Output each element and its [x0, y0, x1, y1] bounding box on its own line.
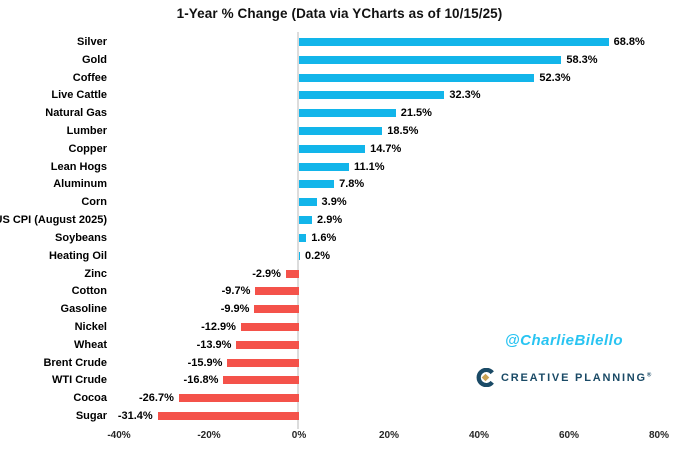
value-label: -9.7% — [221, 285, 251, 298]
bar — [285, 269, 299, 278]
category-label: Copper — [68, 142, 108, 155]
bar — [223, 376, 299, 385]
bar — [157, 412, 299, 420]
category-label: Nickel — [74, 320, 107, 333]
value-label: -15.9% — [187, 356, 223, 369]
bar — [299, 233, 307, 242]
bar — [299, 144, 366, 153]
category-label: Cocoa — [73, 392, 107, 405]
chart-title: 1-Year % Change (Data via YCharts as of … — [176, 6, 503, 21]
creative-planning-logo: CREATIVE PLANNING® — [476, 368, 653, 387]
bar — [299, 73, 535, 82]
category-label: Coffee — [72, 71, 107, 84]
category-label: Gasoline — [60, 303, 107, 316]
value-label: -16.8% — [183, 374, 219, 387]
category-label: Silver — [77, 36, 107, 48]
bar — [299, 198, 317, 207]
bar — [299, 162, 349, 171]
value-label: -26.7% — [139, 392, 174, 405]
category-label: WTI Crude — [52, 374, 107, 387]
value-label: -2.9% — [252, 267, 281, 280]
value-label: 11.1% — [353, 160, 385, 173]
x-axis-tick: 80% — [648, 430, 669, 441]
value-label: 2.9% — [317, 214, 343, 227]
category-label: Soybeans — [55, 231, 107, 244]
x-axis-tick: 0% — [291, 430, 307, 441]
category-label: Aluminum — [53, 178, 107, 191]
category-label: Cotton — [71, 285, 107, 298]
value-label: 18.5% — [387, 125, 419, 138]
x-axis-tick: 20% — [378, 430, 399, 441]
value-label: 21.5% — [400, 107, 432, 120]
value-label: 1.6% — [311, 231, 337, 244]
category-label: Natural Gas — [45, 107, 107, 120]
zero-axis-gridline — [297, 32, 299, 429]
value-label: 52.3% — [539, 71, 571, 84]
category-label: Lean Hogs — [50, 160, 107, 173]
bar — [240, 322, 299, 331]
bar — [299, 180, 335, 189]
value-label: 3.9% — [321, 196, 347, 209]
category-label: Zinc — [84, 267, 107, 280]
logo-text: CREATIVE PLANNING — [501, 371, 647, 384]
bar — [299, 55, 562, 64]
bar — [299, 127, 383, 136]
category-label: Gold — [81, 53, 107, 66]
category-label: Lumber — [66, 125, 107, 138]
value-label: 7.8% — [339, 178, 365, 191]
value-label: 0.2% — [305, 249, 331, 262]
category-label: Heating Oil — [48, 249, 107, 262]
value-label: -12.9% — [201, 320, 236, 333]
x-axis-tick: 40% — [468, 430, 489, 441]
category-label: Corn — [81, 196, 107, 209]
category-label: Sugar — [75, 410, 107, 422]
bar — [299, 216, 313, 225]
watermark-handle: @CharlieBilello — [505, 332, 623, 349]
value-label: 14.7% — [370, 142, 402, 155]
x-axis-tick: -20% — [197, 430, 221, 441]
value-label: -31.4% — [117, 410, 153, 422]
registered-trademark-icon: ® — [646, 371, 654, 378]
value-label: -13.9% — [196, 338, 232, 351]
bar — [299, 91, 445, 100]
bar — [299, 251, 300, 260]
x-axis-tick: -40% — [107, 430, 131, 441]
creative-planning-wordmark: CREATIVE PLANNING® — [501, 372, 653, 384]
x-axis-tick: 60% — [558, 430, 579, 441]
bar — [255, 287, 299, 296]
category-label: US CPI (August 2025) — [0, 214, 107, 227]
bar — [299, 109, 396, 118]
category-label: Live Cattle — [51, 89, 107, 102]
value-label: 32.3% — [449, 89, 481, 102]
category-label: Brent Crude — [43, 356, 107, 369]
value-label: 58.3% — [566, 53, 598, 66]
category-label: Wheat — [74, 338, 107, 351]
bar — [178, 394, 299, 403]
creative-planning-c-icon — [476, 368, 494, 387]
value-label: 68.8% — [613, 36, 645, 48]
bar — [236, 340, 299, 349]
bar — [254, 305, 299, 314]
bar — [299, 38, 609, 46]
value-label: -9.9% — [220, 303, 250, 316]
bar — [227, 358, 299, 367]
